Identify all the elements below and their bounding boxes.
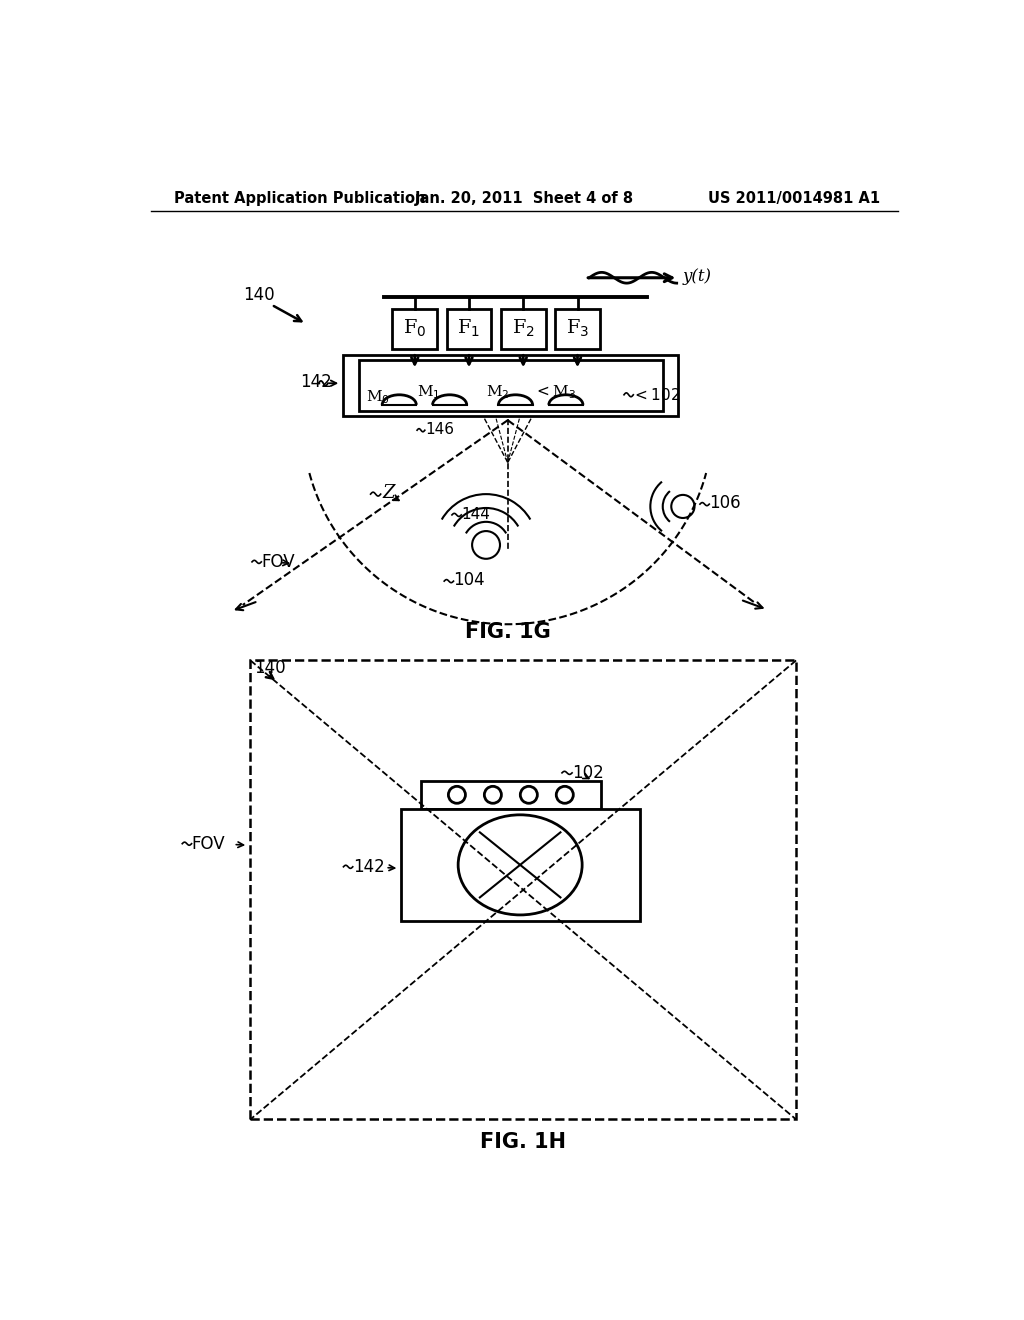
Text: 144: 144 <box>461 507 490 521</box>
Text: 140: 140 <box>254 659 286 677</box>
Text: Jan. 20, 2011  Sheet 4 of 8: Jan. 20, 2011 Sheet 4 of 8 <box>416 191 634 206</box>
Text: FOV: FOV <box>191 834 225 853</box>
Bar <box>421 780 601 809</box>
Text: FIG. 1H: FIG. 1H <box>480 1133 566 1152</box>
Text: 140: 140 <box>243 286 274 305</box>
Text: F$_1$: F$_1$ <box>458 318 480 339</box>
Text: 142: 142 <box>300 372 332 391</box>
Text: 102: 102 <box>572 764 604 781</box>
Text: 146: 146 <box>426 422 455 437</box>
Ellipse shape <box>458 814 583 915</box>
Text: US 2011/0014981 A1: US 2011/0014981 A1 <box>708 191 880 206</box>
Text: $<$102: $<$102 <box>632 387 680 403</box>
Text: FIG. 1G: FIG. 1G <box>465 622 551 642</box>
Bar <box>501 309 546 348</box>
Text: 142: 142 <box>352 858 384 875</box>
Bar <box>251 660 796 1119</box>
Bar <box>392 309 437 348</box>
Text: F$_2$: F$_2$ <box>512 318 535 339</box>
Text: Z: Z <box>382 484 394 503</box>
Bar <box>555 309 600 348</box>
Text: F$_0$: F$_0$ <box>403 318 426 339</box>
Text: 104: 104 <box>454 572 485 589</box>
Text: F$_3$: F$_3$ <box>566 318 589 339</box>
Text: Patent Application Publication: Patent Application Publication <box>174 191 426 206</box>
Text: M$_1$: M$_1$ <box>417 384 440 401</box>
Text: M$_2$: M$_2$ <box>486 384 510 401</box>
Text: y(t): y(t) <box>683 268 712 285</box>
Bar <box>359 360 663 411</box>
Text: $<$M$_3$: $<$M$_3$ <box>535 384 577 401</box>
Text: M$_0$: M$_0$ <box>366 388 390 407</box>
Bar <box>343 355 678 416</box>
Bar <box>400 809 640 921</box>
Bar <box>446 309 492 348</box>
Text: FOV: FOV <box>261 553 295 570</box>
Text: 106: 106 <box>710 495 741 512</box>
